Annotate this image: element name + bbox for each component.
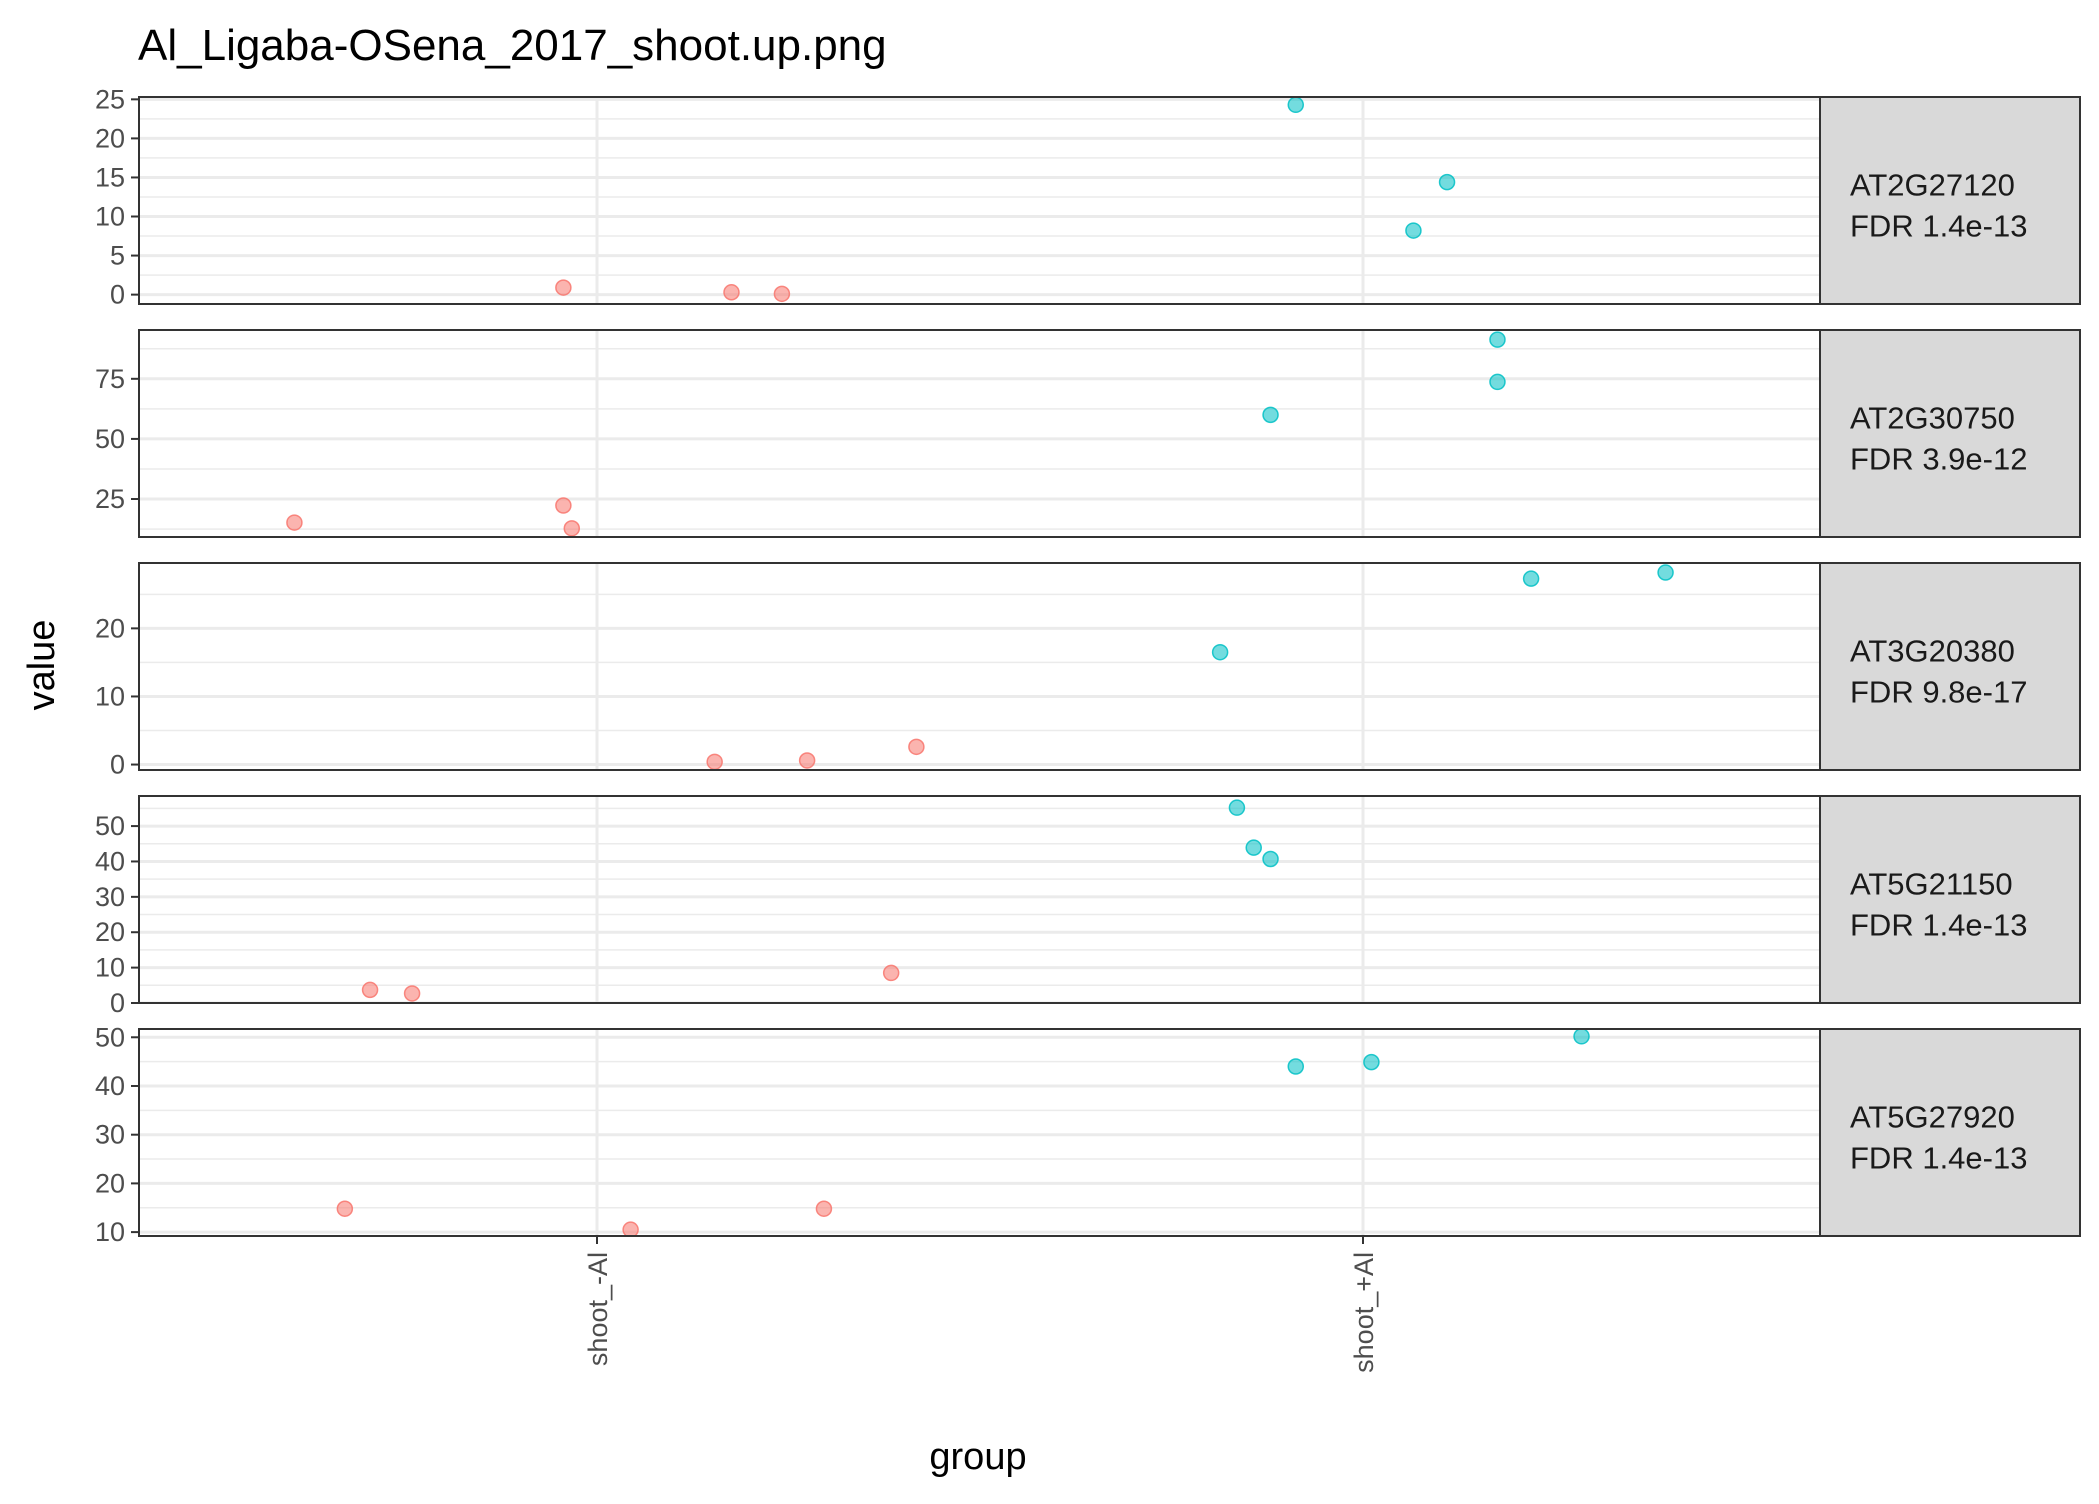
y-tick-label: 0 bbox=[110, 280, 125, 310]
data-point bbox=[403, 985, 421, 1002]
facet-strip: AT2G30750 FDR 3.9e-12 bbox=[1819, 329, 2081, 538]
strip-gene-label: AT5G21150 bbox=[1850, 867, 2013, 902]
data-point bbox=[1573, 1029, 1590, 1045]
y-tick-label: 20 bbox=[95, 123, 125, 153]
strip-background bbox=[1819, 329, 2081, 538]
data-point bbox=[882, 964, 900, 982]
data-point bbox=[798, 752, 816, 769]
data-point bbox=[286, 514, 303, 531]
strip-fdr-label: FDR 1.4e-13 bbox=[1850, 1141, 2027, 1176]
data-point bbox=[563, 520, 581, 537]
y-tick-label: 30 bbox=[95, 882, 125, 912]
data-point bbox=[706, 753, 723, 770]
panel-background bbox=[139, 563, 1820, 770]
y-tick-label: 10 bbox=[95, 681, 125, 711]
data-point bbox=[1438, 173, 1456, 191]
strip-fdr-label: FDR 3.9e-12 bbox=[1850, 442, 2027, 477]
y-tick-label: 0 bbox=[110, 750, 125, 780]
data-point bbox=[1228, 799, 1246, 816]
facet-panel-at2g27120: 0 5 10 15 20 25 AT2G27120 FDR 1.4e-13 bbox=[95, 84, 2081, 310]
strip-fdr-label: FDR 9.8e-17 bbox=[1850, 675, 2027, 710]
y-tick-label: 20 bbox=[95, 917, 125, 947]
strip-background bbox=[1819, 96, 2081, 305]
facet-panel-at3g20380: 0 10 20 AT3G20380 FDR 9.8e-17 bbox=[95, 562, 2081, 780]
data-point bbox=[723, 284, 740, 301]
data-point bbox=[361, 981, 379, 999]
data-point bbox=[1489, 373, 1506, 391]
facet-strip: AT5G21150 FDR 1.4e-13 bbox=[1819, 795, 2081, 1004]
strip-gene-label: AT5G27920 bbox=[1850, 1100, 2015, 1135]
strip-background bbox=[1819, 795, 2081, 1004]
data-point bbox=[815, 1200, 833, 1217]
y-tick-label: 10 bbox=[95, 202, 125, 232]
facet-strip: AT3G20380 FDR 9.8e-17 bbox=[1819, 562, 2081, 771]
panel-content bbox=[139, 796, 1820, 1003]
data-point bbox=[1657, 564, 1674, 581]
y-tick-label: 50 bbox=[95, 424, 125, 454]
y-tick-label: 75 bbox=[95, 364, 125, 394]
data-point bbox=[1262, 850, 1279, 868]
strip-gene-label: AT2G30750 bbox=[1850, 401, 2015, 436]
facet-strip: AT2G27120 FDR 1.4e-13 bbox=[1819, 96, 2081, 305]
strip-gene-label: AT2G27120 bbox=[1850, 168, 2015, 203]
facet-panel-at5g27920: 10 20 30 40 50 AT5G27920 FDR 1.4e-13 bbox=[95, 1022, 2081, 1247]
panel-content bbox=[139, 97, 1820, 304]
y-tick-label: 20 bbox=[95, 1168, 125, 1198]
y-tick-label: 40 bbox=[95, 846, 125, 876]
y-tick-label: 30 bbox=[95, 1120, 125, 1150]
strip-fdr-label: FDR 1.4e-13 bbox=[1850, 209, 2027, 244]
data-point bbox=[1287, 97, 1305, 114]
y-tick-label: 10 bbox=[95, 953, 125, 983]
data-point bbox=[1405, 222, 1422, 239]
facet-panel-at2g30750: 25 50 75 AT2G30750 FDR 3.9e-12 bbox=[95, 329, 2081, 538]
data-point bbox=[1287, 1058, 1305, 1075]
y-axis-title: value bbox=[21, 620, 63, 711]
panel-background bbox=[139, 1029, 1820, 1236]
strip-background bbox=[1819, 1028, 2081, 1237]
panel-content bbox=[139, 563, 1820, 770]
y-tick-label: 15 bbox=[95, 162, 125, 192]
y-tick-label: 50 bbox=[95, 811, 125, 841]
data-point bbox=[555, 497, 572, 514]
data-point bbox=[336, 1200, 354, 1217]
y-tick-label: 10 bbox=[95, 1217, 125, 1247]
data-point bbox=[1262, 406, 1279, 424]
y-tick-label: 40 bbox=[95, 1071, 125, 1101]
data-point bbox=[622, 1221, 639, 1236]
panel-content bbox=[139, 1029, 1820, 1236]
data-point bbox=[1363, 1053, 1380, 1071]
facet-panels: 0 5 10 15 20 25 AT2G27120 FDR 1.4e-13 25 50 75 AT2G… bbox=[95, 84, 2081, 1247]
strip-background bbox=[1819, 562, 2081, 771]
x-tick-label: shoot_+Al bbox=[1349, 1252, 1379, 1373]
data-point bbox=[773, 285, 791, 303]
data-point bbox=[1489, 331, 1506, 348]
data-point bbox=[1211, 643, 1229, 661]
chart-title: Al_Ligaba-OSena_2017_shoot.up.png bbox=[138, 21, 887, 70]
panel-background bbox=[139, 97, 1820, 304]
strip-fdr-label: FDR 1.4e-13 bbox=[1850, 908, 2027, 943]
strip-gene-label: AT3G20380 bbox=[1850, 634, 2015, 669]
y-tick-label: 25 bbox=[95, 484, 125, 514]
panel-content bbox=[139, 330, 1820, 537]
x-tick-label: shoot_-Al bbox=[583, 1252, 613, 1366]
data-point bbox=[1522, 570, 1540, 587]
data-point bbox=[1245, 839, 1262, 856]
data-point bbox=[555, 279, 572, 296]
y-tick-label: 20 bbox=[95, 613, 125, 643]
data-point bbox=[908, 738, 925, 756]
x-axis-title: group bbox=[929, 1436, 1026, 1478]
panel-background bbox=[139, 330, 1820, 537]
y-tick-label: 0 bbox=[110, 988, 125, 1018]
y-tick-label: 5 bbox=[110, 241, 125, 271]
y-tick-label: 50 bbox=[95, 1022, 125, 1052]
facet-strip: AT5G27920 FDR 1.4e-13 bbox=[1819, 1028, 2081, 1237]
x-axis: shoot_-Al shoot_+Al bbox=[583, 1236, 1379, 1373]
y-tick-label: 25 bbox=[95, 84, 125, 114]
facet-panel-at5g21150: 0 10 20 30 40 50 AT5G21150 FDR 1.4e-13 bbox=[95, 795, 2081, 1018]
